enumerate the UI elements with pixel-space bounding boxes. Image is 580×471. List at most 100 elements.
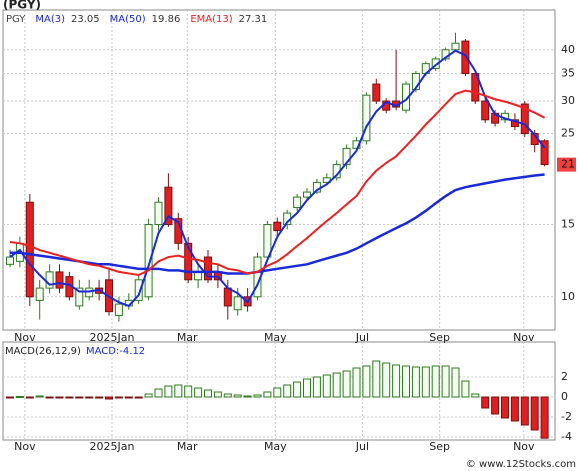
macd-bar: [85, 396, 94, 399]
macd-panel: [2, 341, 556, 441]
macd-bar: [421, 366, 430, 398]
x-tick-label: Nov: [513, 331, 535, 344]
ma-line: [9, 49, 546, 308]
candle-body: [520, 103, 529, 135]
labels: 10 15 25 30 35 40 Nov 2025Jan Mar May Jul Sep Nov PGY…: [5, 14, 576, 453]
macd-bar: [243, 395, 252, 398]
macd-bar: [184, 385, 193, 398]
macd-bar: [65, 396, 74, 399]
candle-body: [55, 271, 64, 289]
macd-bar: [95, 396, 104, 399]
ma-line: [10, 173, 545, 275]
legend-entry: MA(50): [110, 14, 146, 25]
price-panel: [2, 9, 556, 331]
macd-bar: [501, 396, 509, 419]
y-tick-label: -2: [561, 410, 572, 423]
candle-body: [164, 186, 173, 226]
y-tick-label: 30: [561, 94, 575, 107]
macd-bar: [223, 393, 232, 398]
legend-value: 27.31: [239, 14, 268, 25]
macd-bar: [263, 391, 272, 398]
candle-body: [263, 224, 272, 258]
macd-bar: [15, 396, 24, 398]
x-tick-label: May: [264, 440, 287, 453]
macd-bar: [45, 396, 54, 399]
candle-body: [461, 40, 470, 75]
macd-bar: [312, 376, 321, 398]
macd-bar: [392, 364, 401, 398]
candle-body: [154, 201, 163, 226]
x-tick-label: Nov: [513, 440, 535, 453]
candle-body: [303, 191, 311, 198]
candle-body: [204, 256, 212, 281]
x-tick-label: Jul: [355, 440, 369, 453]
macd-bar: [6, 396, 14, 399]
footer: © www.12Stocks.com: [466, 459, 576, 470]
macd-bar: [332, 372, 341, 398]
candle-body: [114, 303, 123, 317]
macd-bar: [253, 394, 262, 398]
y-tick-label: 35: [561, 67, 575, 80]
last-price: 21: [561, 158, 575, 171]
macd-bar: [382, 362, 391, 398]
macd-bar: [411, 366, 420, 398]
candle-body: [451, 42, 460, 51]
candle-body: [223, 287, 232, 307]
macd-bar: [194, 387, 203, 398]
y-tick-label: 10: [561, 290, 575, 303]
legend-entry: EMA(13): [190, 14, 232, 25]
macd-bar: [520, 396, 529, 426]
x-tick-label: May: [264, 331, 287, 344]
macd-bar: [283, 384, 292, 398]
y-tick-label: -4: [561, 430, 572, 443]
macd-bar: [471, 393, 480, 398]
macd-bar: [75, 396, 84, 399]
candle-body: [75, 287, 84, 307]
ma-line: [9, 89, 546, 277]
macd-bar: [154, 388, 163, 398]
macd-bar: [213, 391, 222, 398]
legend-value: 23.05: [71, 14, 100, 25]
macd-bar: [481, 396, 490, 409]
macd-bar: [431, 365, 440, 398]
macd-title: MACD(26,12,9): [5, 346, 81, 357]
candle-body: [273, 221, 282, 232]
y-tick-label: 40: [561, 43, 575, 56]
chart-title: (PGY): [3, 0, 41, 12]
x-tick-label: Mar: [177, 440, 198, 453]
candle-body: [540, 140, 549, 166]
legend-symbol: PGY: [6, 14, 26, 25]
x-tick-label: Mar: [177, 331, 198, 344]
x-tick-label: Jul: [355, 331, 369, 344]
macd-bar: [124, 396, 133, 399]
macd-bar: [164, 385, 173, 398]
macd-bar: [322, 374, 331, 398]
candle-body: [6, 256, 14, 265]
macd-bar: [204, 389, 212, 398]
macd-bar: [451, 367, 460, 398]
candle-body: [431, 58, 440, 70]
macd-bar: [461, 380, 470, 398]
macd-bar: [372, 360, 381, 398]
macd-bar: [25, 396, 34, 399]
macd-bar: [273, 387, 282, 398]
macd-bar: [510, 396, 519, 422]
last-price-box: [557, 157, 576, 172]
x-tick-label: 2025Jan: [89, 331, 134, 344]
candle-body: [293, 196, 302, 209]
candle-body: [342, 147, 351, 166]
x-tick-label: Nov: [14, 331, 36, 344]
x-tick-label: Sep: [429, 331, 450, 344]
macd-bar: [303, 378, 311, 398]
macd-bar: [174, 384, 183, 398]
candle-body: [35, 287, 44, 301]
macd-bar: [233, 394, 242, 398]
legend-entry: MA(3): [35, 14, 65, 25]
macd-bar: [491, 396, 500, 415]
candle-body: [233, 296, 242, 311]
candle-body: [372, 83, 381, 102]
macd-bar: [105, 396, 113, 400]
macd-value: MACD:-4.12: [86, 346, 145, 357]
candle-body: [144, 224, 153, 298]
